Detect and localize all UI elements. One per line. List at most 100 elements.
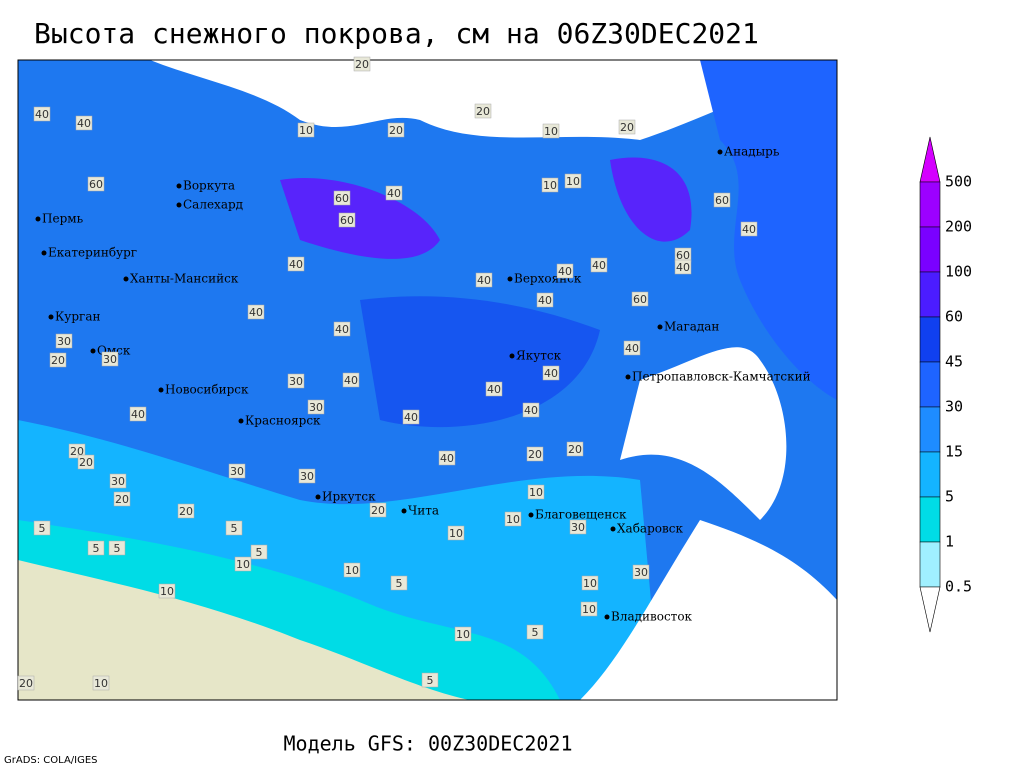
- contour-label-box: [55, 333, 73, 349]
- city-label: Ханты-Мансийск: [130, 272, 239, 286]
- contour-label-box: [17, 675, 35, 691]
- city-dot: [604, 614, 610, 620]
- contour-label: 40: [77, 117, 91, 130]
- contour-label-box: [454, 626, 472, 642]
- colorbar-label: 0.5: [945, 578, 972, 596]
- zone-bare: [18, 560, 470, 700]
- contour-label: 10: [543, 179, 557, 192]
- sea-japan: [580, 520, 837, 700]
- contour-label-box: [674, 259, 692, 275]
- contour-label: 5: [532, 626, 539, 639]
- contour-label-box: [33, 106, 51, 122]
- contour-label-box: [713, 192, 731, 208]
- contour-label-box: [333, 321, 351, 337]
- contour-label-box: [87, 176, 105, 192]
- contour-label-box: [109, 473, 127, 489]
- colorbar-label: 60: [945, 308, 963, 326]
- contour-label-box: [87, 540, 105, 556]
- contour-label: 10: [236, 558, 250, 571]
- city-label: Петропавловск-Камчатский: [632, 370, 811, 384]
- colorbar-label: 100: [945, 263, 972, 281]
- contour-label: 5: [427, 674, 434, 687]
- colorbar-label: 45: [945, 353, 963, 371]
- contour-label-box: [564, 173, 582, 189]
- contour-label-box: [390, 575, 408, 591]
- contour-label-box: [75, 115, 93, 131]
- contour-label: 10: [94, 677, 108, 690]
- contour-label: 10: [160, 585, 174, 598]
- contour-label-box: [49, 352, 67, 368]
- contour-label-box: [522, 402, 540, 418]
- city-label: Пермь: [42, 212, 84, 226]
- contour-label-box: [92, 675, 110, 691]
- city-dot: [176, 183, 182, 189]
- contour-label-box: [385, 185, 403, 201]
- contour-label: 5: [231, 522, 238, 535]
- city-dot: [657, 324, 663, 330]
- city-label: Салехард: [183, 198, 243, 212]
- city-dot: [625, 374, 631, 380]
- contour-label: 60: [89, 178, 103, 191]
- colorbar-segment: [919, 271, 941, 318]
- contour-label-box: [343, 562, 361, 578]
- city-dot: [610, 526, 616, 532]
- contour-label: 60: [715, 194, 729, 207]
- contour-label-box: [250, 544, 268, 560]
- contour-label: 40: [249, 306, 263, 319]
- contour-label-box: [247, 304, 265, 320]
- contour-label: 40: [558, 265, 572, 278]
- contour-label-box: [447, 525, 465, 541]
- contour-label-box: [77, 454, 95, 470]
- city-dot: [41, 250, 47, 256]
- contour-label: 40: [344, 374, 358, 387]
- contour-label-box: [526, 446, 544, 462]
- contour-label: 30: [57, 335, 71, 348]
- contour-label: 5: [256, 546, 263, 559]
- contour-label-box: [631, 291, 649, 307]
- contour-label: 40: [35, 108, 49, 121]
- contour-label: 40: [524, 404, 538, 417]
- city-dot: [528, 512, 534, 518]
- city-label: Екатеринбург: [48, 246, 137, 260]
- contour-label: 30: [634, 566, 648, 579]
- city-label: Хабаровск: [617, 522, 683, 536]
- contour-label-box: [556, 263, 574, 279]
- contour-label-box: [234, 556, 252, 572]
- ocean-north: [150, 60, 837, 140]
- colorbar-segment: [919, 451, 941, 498]
- colorbar-segment: [919, 361, 941, 408]
- contour-label: 40: [544, 367, 558, 380]
- contour-label-box: [590, 257, 608, 273]
- contour-label: 5: [396, 577, 403, 590]
- city-dot: [90, 348, 96, 354]
- contour-label-box: [623, 340, 641, 356]
- colorbar-segment: [919, 316, 941, 363]
- contour-label: 20: [355, 58, 369, 71]
- contour-label: 40: [676, 261, 690, 274]
- contour-label-box: [177, 503, 195, 519]
- contour-label-box: [618, 119, 636, 135]
- contour-label-box: [108, 540, 126, 556]
- contour-label: 20: [51, 354, 65, 367]
- colorbar-segment: [919, 586, 941, 633]
- colorbar-label: 15: [945, 443, 963, 461]
- contour-label: 10: [345, 564, 359, 577]
- contour-label-box: [225, 520, 243, 536]
- contour-label: 20: [528, 448, 542, 461]
- contour-label: 10: [583, 577, 597, 590]
- contour-label: 10: [566, 175, 580, 188]
- contour-label: 30: [300, 470, 314, 483]
- contour-label: 40: [131, 408, 145, 421]
- contour-label-box: [68, 443, 86, 459]
- contour-label: 10: [582, 603, 596, 616]
- contour-label-box: [369, 502, 387, 518]
- contour-label-box: [580, 601, 598, 617]
- contour-label-box: [536, 292, 554, 308]
- contour-label: 40: [742, 223, 756, 236]
- contour-label: 10: [529, 486, 543, 499]
- contour-label: 30: [111, 475, 125, 488]
- contour-label: 60: [335, 192, 349, 205]
- contour-label-box: [307, 399, 325, 415]
- city-dot: [176, 202, 182, 208]
